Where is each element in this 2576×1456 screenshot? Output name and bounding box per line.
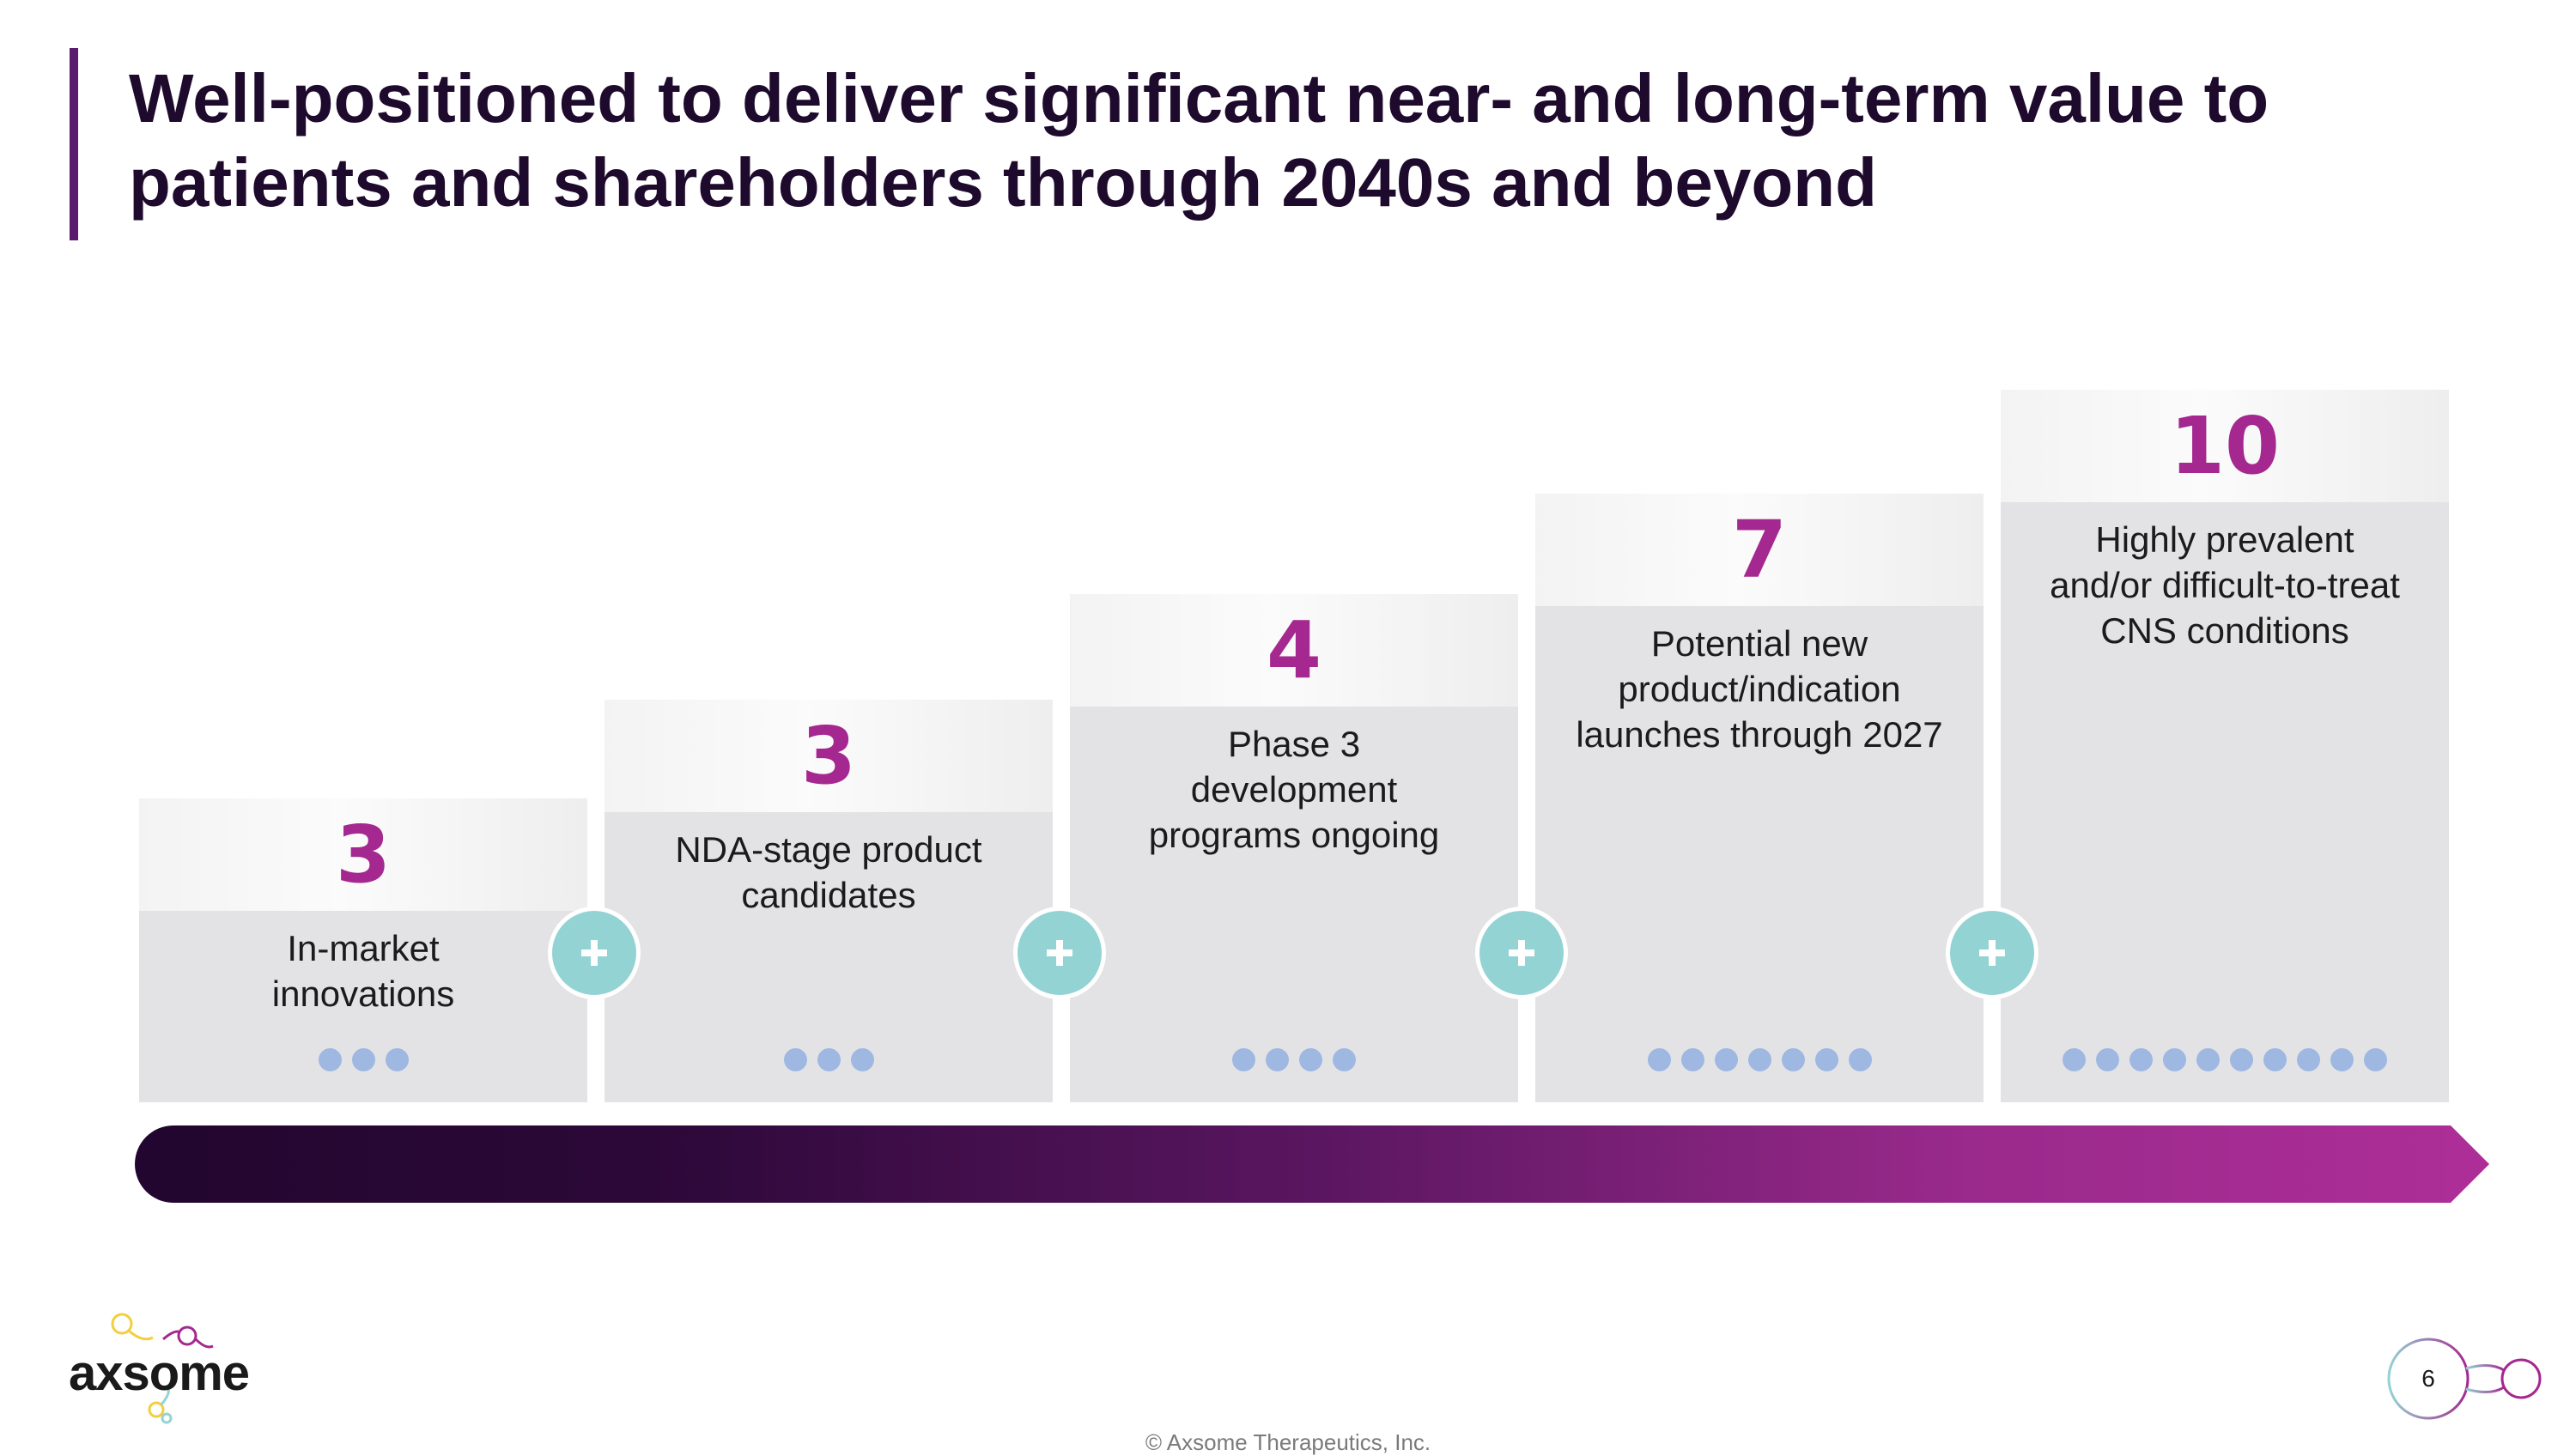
dot-indicator [2330,1048,2354,1071]
dot-indicator [1747,1048,1771,1071]
plus-icon [548,907,641,999]
dot-indicator [1848,1048,1872,1071]
dot-indicator [1266,1048,1289,1071]
dot-indicator [385,1048,409,1071]
dot-indicator [817,1048,841,1071]
dot-indicator [2263,1048,2287,1071]
step-dots [1070,1048,1518,1071]
plus-icon [1946,907,2038,999]
step-card-cns-conditions: 10 Highly prevalent and/or difficult-to-… [2001,390,2449,1102]
dot-indicator [850,1048,874,1071]
company-logo-text: axsome [69,1345,250,1401]
page-badge-icon [2387,1338,2542,1420]
step-label: Phase 3 development programs ongoing [1148,724,1440,855]
dot-indicator [1714,1048,1738,1071]
dot-indicator [351,1048,375,1071]
dot-indicator [2163,1048,2186,1071]
step-card-in-market: 3 In-market innovations [139,798,587,1102]
step-number: 3 [335,808,391,901]
dot-indicator [1680,1048,1704,1071]
step-header: 10 [2001,390,2449,502]
dot-indicator [2129,1048,2153,1071]
step-label: Highly prevalent and/or difficult-to-tre… [2050,519,2400,651]
dot-indicator [1299,1048,1322,1071]
plus-icon [1475,907,1568,999]
step-number: 3 [800,709,856,802]
dot-indicator [2063,1048,2086,1071]
step-header: 4 [1070,594,1518,707]
step-label: In-market innovations [271,928,455,1014]
step-card-phase-3: 4 Phase 3 development programs ongoing [1070,594,1518,1102]
dot-indicator [2096,1048,2119,1071]
dot-indicator [1814,1048,1838,1071]
step-dots [139,1048,587,1071]
dot-indicator [2196,1048,2220,1071]
dot-indicator [1781,1048,1805,1071]
step-header: 7 [1535,494,1984,606]
step-dots [2001,1048,2449,1071]
plus-icon [1013,907,1106,999]
step-number: 4 [1266,604,1321,696]
step-dots [605,1048,1053,1071]
step-number: 10 [2169,399,2281,492]
dot-indicator [2230,1048,2253,1071]
page-number: 6 [2421,1365,2435,1392]
step-header: 3 [139,798,587,911]
step-card-launches: 7 Potential new product/indication launc… [1535,494,1984,1102]
dot-indicator [1647,1048,1671,1071]
dot-indicator [1333,1048,1356,1071]
copyright-footer: © Axsome Therapeutics, Inc. [1145,1429,1431,1455]
step-label: NDA-stage product candidates [675,829,982,915]
dot-indicator [2364,1048,2387,1071]
step-number: 7 [1731,503,1787,596]
step-dots [1535,1048,1984,1071]
dot-indicator [318,1048,342,1071]
dot-indicator [783,1048,807,1071]
title-accent-bar [70,48,78,240]
step-label: Potential new product/indication launche… [1576,623,1943,755]
timeline-arrow [135,1125,2489,1203]
page-title: Well-positioned to deliver significant n… [129,60,2269,221]
step-card-nda-stage: 3 NDA-stage product candidates [605,700,1053,1102]
dot-indicator [1232,1048,1255,1071]
dot-indicator [2297,1048,2320,1071]
axsome-logo-icon [111,1313,214,1424]
step-header: 3 [605,700,1053,812]
